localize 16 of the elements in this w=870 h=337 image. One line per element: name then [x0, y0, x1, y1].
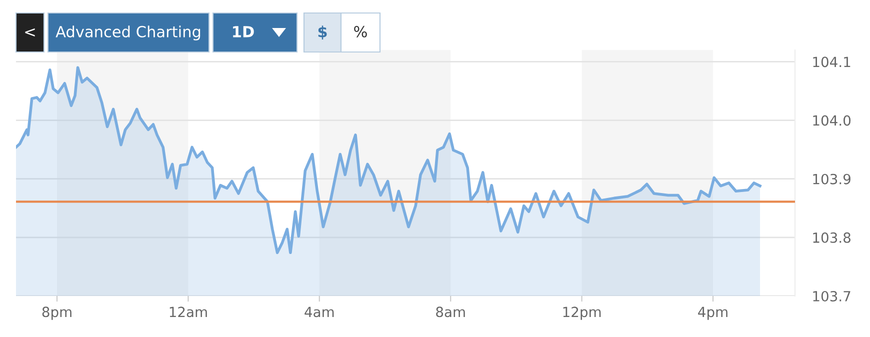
- x-tick-label: 12am: [170, 306, 207, 318]
- y-tick-label: 103.7: [813, 290, 850, 302]
- y-tick-label: 104.0: [813, 115, 851, 126]
- y-tick-label: 103.8: [813, 232, 850, 243]
- text: Advanced Charting: [56, 26, 200, 40]
- x-tick-label: 4pm: [698, 306, 728, 320]
- text: %: [354, 26, 367, 38]
- x-tick-label: 8pm: [42, 306, 72, 320]
- text: <: [25, 28, 35, 37]
- x-tick-label: 8am: [436, 306, 465, 318]
- x-tick-label: 12pm: [563, 306, 601, 320]
- text: 1D: [233, 26, 254, 38]
- y-tick-label: 104.1: [813, 56, 850, 68]
- y-tick-label: 103.9: [813, 174, 850, 184]
- text: $: [318, 26, 327, 40]
- x-tick-label: 4am: [304, 306, 334, 318]
